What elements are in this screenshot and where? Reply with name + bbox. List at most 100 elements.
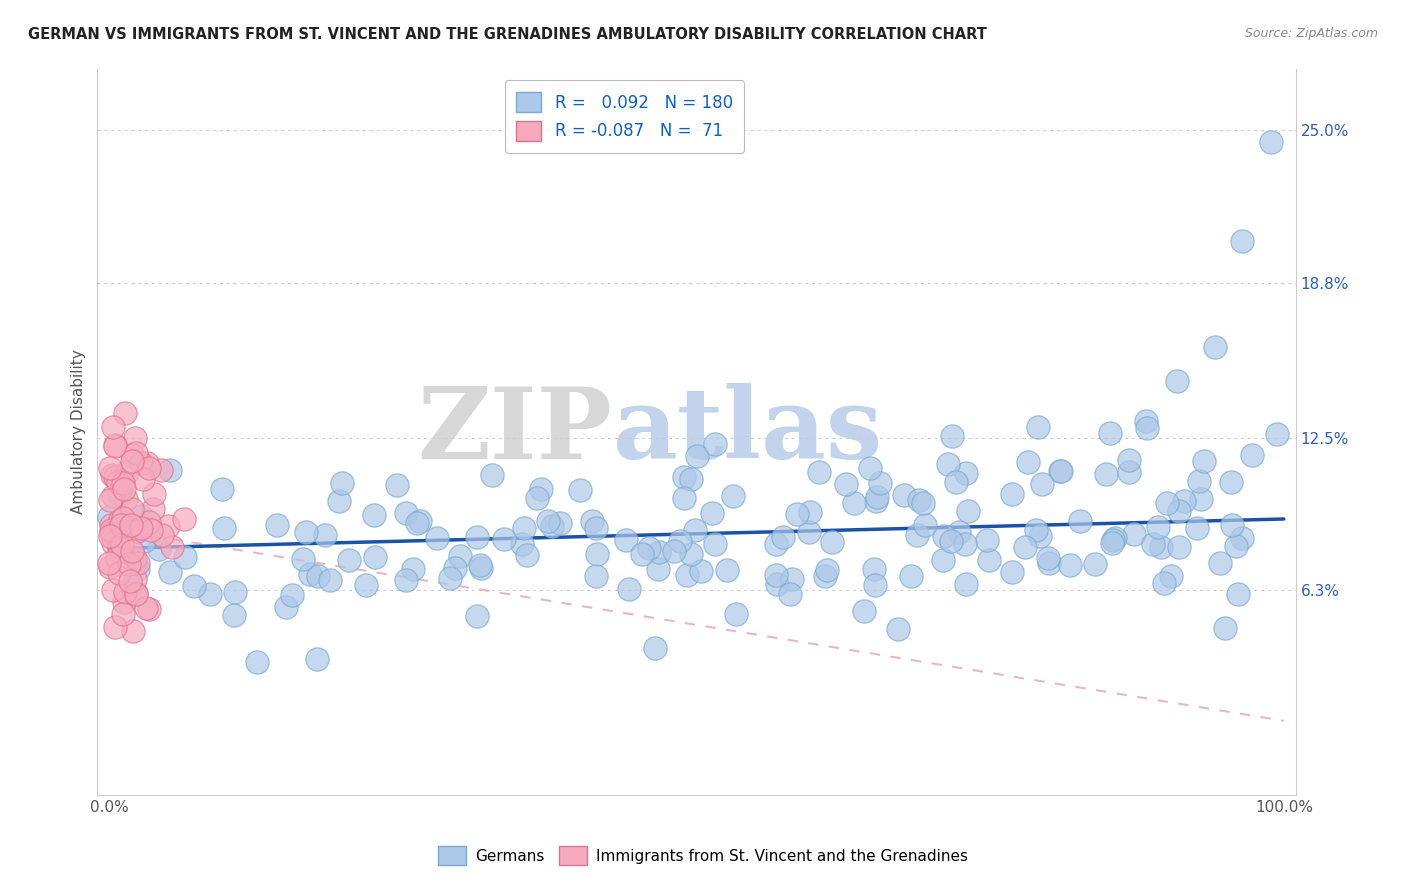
Point (1192, 454, 1215, 468)
Y-axis label: Ambulatory Disability: Ambulatory Disability (72, 350, 86, 514)
Point (1095, 467, 1118, 481)
Legend: Germans, Immigrants from St. Vincent and the Grenadines: Germans, Immigrants from St. Vincent and… (432, 840, 974, 871)
Point (406, 516, 429, 530)
Point (911, 496, 934, 510)
Point (124, 551, 146, 566)
Point (114, 584, 136, 599)
Point (679, 547, 702, 561)
Point (1135, 413, 1157, 427)
Point (934, 529, 956, 543)
Point (124, 556, 146, 570)
Point (526, 491, 548, 506)
Point (941, 428, 963, 442)
Point (957, 504, 980, 518)
Point (1168, 540, 1191, 554)
Point (893, 488, 915, 502)
Point (948, 525, 970, 540)
Point (332, 475, 354, 490)
Point (690, 564, 713, 578)
Point (101, 467, 124, 482)
Point (1187, 521, 1209, 535)
Point (723, 489, 745, 503)
Point (328, 494, 350, 508)
Point (115, 549, 138, 564)
Point (516, 548, 538, 562)
Point (955, 577, 977, 591)
Point (530, 482, 553, 496)
Point (673, 491, 696, 506)
Point (765, 576, 787, 591)
Point (513, 521, 536, 535)
Point (842, 496, 865, 510)
Point (138, 602, 160, 616)
Point (211, 483, 233, 497)
Point (953, 536, 976, 550)
Point (111, 550, 134, 565)
Point (977, 553, 1000, 567)
Point (724, 607, 747, 621)
Point (673, 469, 696, 483)
Point (644, 641, 666, 656)
Point (1083, 558, 1105, 572)
Point (449, 549, 471, 563)
Point (183, 579, 205, 593)
Point (914, 517, 936, 532)
Point (108, 540, 131, 554)
Point (1001, 487, 1024, 501)
Point (1001, 566, 1024, 580)
Text: Source: ZipAtlas.com: Source: ZipAtlas.com (1244, 27, 1378, 40)
Point (135, 601, 157, 615)
Point (581, 514, 603, 528)
Point (1173, 493, 1195, 508)
Text: ZIP: ZIP (418, 383, 613, 480)
Point (905, 528, 928, 542)
Point (108, 487, 131, 501)
Point (1059, 558, 1081, 573)
Point (124, 572, 146, 586)
Point (869, 475, 891, 490)
Point (307, 568, 329, 582)
Point (104, 438, 127, 452)
Point (173, 549, 195, 564)
Point (160, 540, 183, 554)
Point (339, 553, 361, 567)
Point (356, 578, 378, 592)
Point (1050, 464, 1073, 478)
Point (98, 510, 121, 524)
Point (945, 475, 967, 489)
Point (1026, 419, 1049, 434)
Point (1153, 575, 1175, 590)
Point (105, 550, 128, 565)
Point (1038, 551, 1060, 566)
Point (138, 460, 160, 475)
Point (132, 533, 155, 548)
Point (121, 501, 143, 516)
Point (1188, 474, 1211, 488)
Point (1160, 568, 1182, 582)
Point (120, 517, 142, 532)
Point (107, 566, 129, 580)
Point (908, 492, 931, 507)
Point (1168, 504, 1191, 518)
Point (108, 522, 131, 536)
Point (468, 558, 491, 572)
Point (614, 533, 637, 548)
Point (1208, 556, 1230, 570)
Point (274, 599, 297, 614)
Point (115, 492, 138, 507)
Point (941, 533, 963, 548)
Point (716, 563, 738, 577)
Point (1241, 448, 1264, 462)
Point (125, 585, 148, 599)
Point (1230, 234, 1253, 248)
Point (1142, 537, 1164, 551)
Point (129, 456, 152, 470)
Point (1122, 526, 1144, 541)
Point (104, 523, 127, 537)
Point (1227, 587, 1250, 601)
Point (125, 587, 148, 601)
Point (101, 582, 124, 597)
Point (1038, 557, 1060, 571)
Legend: R =   0.092   N = 180, R = -0.087   N =  71: R = 0.092 N = 180, R = -0.087 N = 71 (505, 80, 744, 153)
Point (852, 604, 875, 618)
